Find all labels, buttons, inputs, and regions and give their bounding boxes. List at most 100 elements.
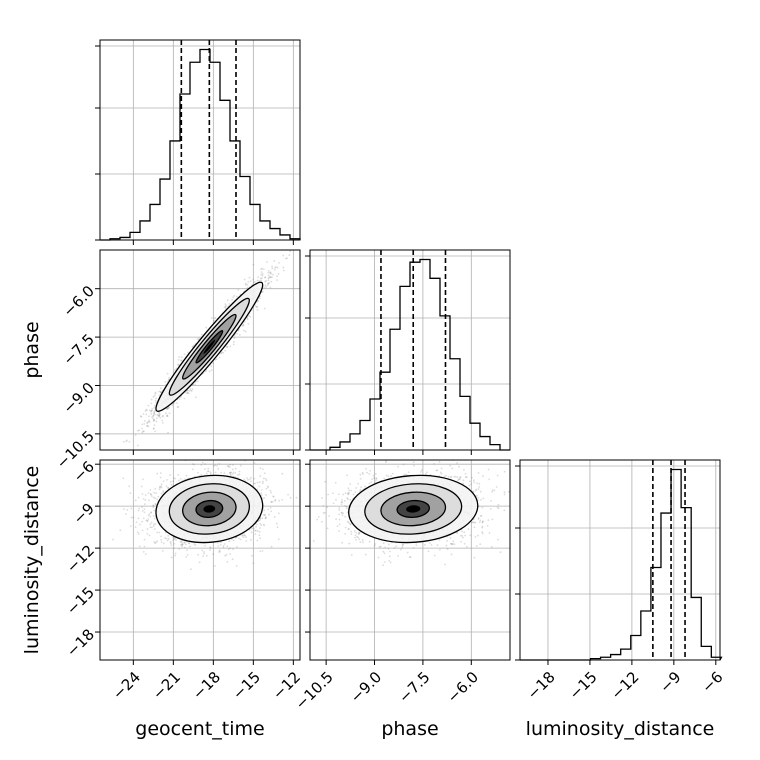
sample-point [258, 297, 261, 300]
sample-point [152, 427, 155, 430]
sample-point [272, 495, 275, 498]
sample-point [277, 538, 280, 541]
sample-point [177, 358, 180, 361]
sample-point [138, 429, 141, 432]
sample-point [250, 476, 252, 479]
sample-point [148, 421, 151, 423]
sample-point [210, 317, 213, 319]
sample-point [273, 516, 276, 518]
sample-point [209, 473, 212, 475]
sample-point [229, 473, 232, 476]
scatter-panel-geocent_time-vs-phase: −10.5−9.0−7.5−6.0 [53, 249, 301, 472]
sample-point [162, 490, 165, 492]
sample-point [216, 464, 219, 467]
sample-point [146, 532, 149, 535]
sample-point [259, 475, 262, 477]
sample-point [238, 473, 241, 476]
sample-point [269, 271, 272, 274]
hist-panel-geocent_time [95, 39, 301, 245]
sample-point [232, 464, 234, 466]
sample-point [254, 305, 257, 308]
sample-point [246, 286, 249, 289]
sample-point [146, 519, 149, 522]
sample-point [176, 363, 179, 366]
sample-point [277, 512, 280, 515]
sample-point [158, 531, 161, 534]
sample-point [276, 275, 278, 278]
sample-point [150, 413, 153, 415]
sample-point [265, 479, 268, 482]
sample-point [247, 314, 250, 317]
sample-point [188, 390, 191, 392]
sample-point [185, 474, 188, 477]
sample-point [143, 538, 146, 541]
sample-point [156, 531, 159, 534]
sample-point [153, 411, 155, 414]
sample-point [256, 308, 259, 311]
sample-point [214, 471, 217, 474]
sample-point [158, 413, 161, 416]
sample-point [160, 486, 163, 489]
sample-point [264, 517, 267, 520]
sample-point [263, 286, 265, 289]
sample-point [276, 279, 278, 282]
sample-point [151, 416, 154, 419]
sample-point [276, 526, 279, 529]
sample-point [137, 496, 140, 499]
sample-point [228, 303, 231, 305]
sample-point [252, 278, 255, 281]
sample-point [248, 478, 251, 481]
sample-point [149, 493, 152, 496]
panel-content [112, 460, 298, 571]
sample-point [137, 429, 140, 432]
sample-point [142, 517, 145, 520]
sample-point [205, 472, 208, 475]
sample-point [147, 404, 150, 407]
sample-point [152, 395, 155, 398]
sample-point [219, 543, 222, 546]
sample-point [258, 485, 261, 488]
sample-point [145, 519, 148, 522]
sample-point [229, 472, 231, 474]
sample-point [154, 430, 156, 433]
sample-point [142, 430, 145, 433]
sample-point [157, 414, 160, 417]
sample-point [273, 268, 276, 271]
sample-point [252, 281, 255, 284]
sample-point [153, 528, 156, 531]
sample-point [220, 351, 223, 354]
sample-point [179, 396, 182, 399]
sample-point [247, 479, 249, 481]
sample-point [130, 507, 133, 510]
sample-point [249, 538, 252, 541]
sample-point [227, 465, 230, 468]
sample-point [141, 478, 144, 481]
sample-point [200, 333, 203, 336]
sample-point [190, 390, 193, 392]
scatter-panel-geocent_time-vs-luminosity_distance: −24 −21 −18 −15 −12−18−15−12−9−6 [63, 457, 304, 703]
sample-point [141, 520, 144, 523]
sample-point [149, 523, 152, 526]
sample-point [188, 542, 190, 545]
sample-point [251, 527, 253, 530]
sample-point [156, 417, 158, 420]
sample-point [242, 536, 245, 539]
sample-point [260, 524, 262, 527]
sample-point [186, 389, 189, 392]
sample-point [227, 465, 229, 467]
sample-point [243, 329, 245, 332]
sample-point [158, 414, 160, 417]
sample-point [166, 372, 169, 375]
sample-point [207, 467, 210, 470]
sample-point [267, 271, 270, 274]
sample-point [178, 363, 180, 366]
sample-point [177, 473, 180, 476]
sample-point [258, 534, 261, 537]
sample-point [129, 492, 132, 495]
sample-point [261, 267, 264, 270]
sample-point [258, 481, 261, 483]
sample-point [289, 496, 292, 499]
hist-panel-luminosity_distance: −18 −15 −12 −9 −6 [515, 459, 727, 703]
sample-point [186, 392, 189, 395]
sample-point [154, 503, 157, 506]
